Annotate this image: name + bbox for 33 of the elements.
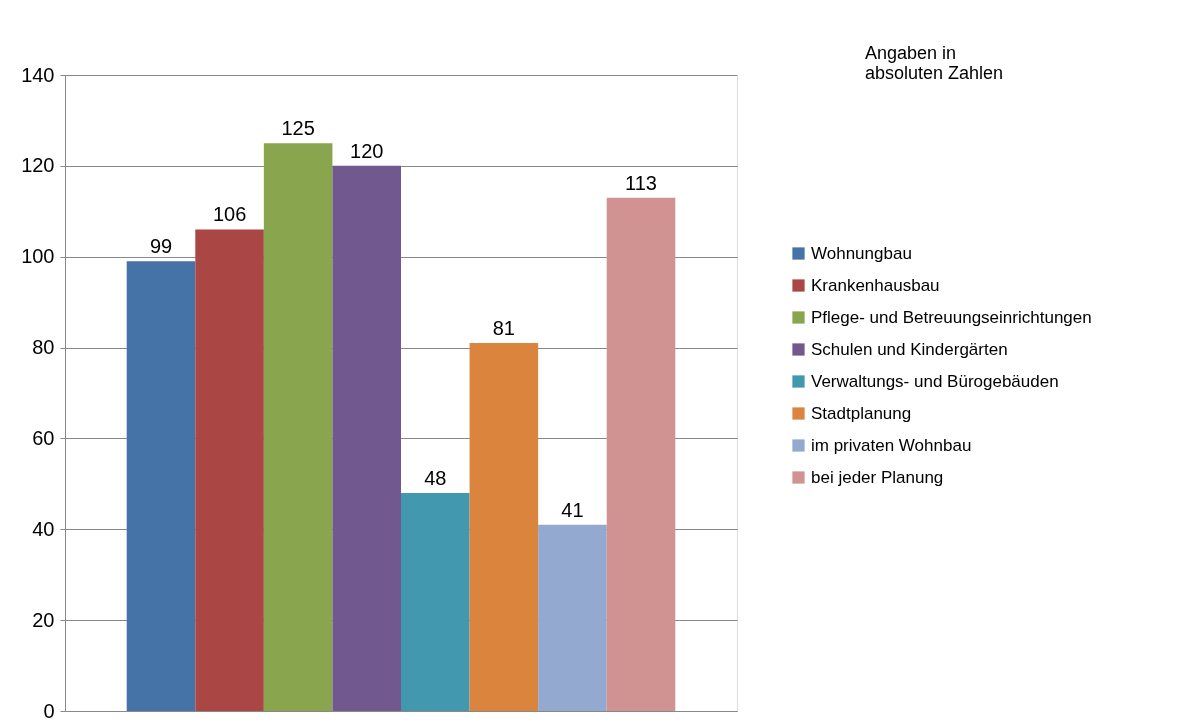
y-tick-label: 40 [32,517,55,540]
legend-label: Krankenhausbau [811,275,940,295]
text: Angaben in absoluten Zahlen [865,43,1004,83]
y-tick-label: 140 [21,63,55,86]
y-tick-label: 0 [43,699,55,722]
data-label: 99 [149,235,173,258]
legend-label: im privaten Wohnbau [811,435,972,455]
y-tick-label: 100 [21,245,55,268]
legend-label: Stadtplanung [811,403,912,423]
data-label: 125 [281,117,315,140]
data-label: 81 [492,317,515,340]
bar [263,143,333,711]
bar [126,261,196,711]
legend-label: bei jeder Planung [811,467,944,487]
y-tick-label: 80 [32,336,55,359]
y-tick-label: 20 [32,608,55,631]
legend-label: Wohnungbau [811,243,912,263]
data-label: 41 [561,498,584,521]
y-tick-label: 60 [32,426,55,449]
y-tick-label: 120 [21,154,55,177]
legend-label: Verwaltungs- und Bürogebäuden [811,371,1059,391]
bar [606,197,676,711]
data-label: 120 [350,139,384,162]
bar [469,343,539,711]
legend-label: Schulen und Kindergärten [811,339,1008,359]
data-label: 113 [625,171,657,194]
bar [332,165,401,711]
bar [195,229,264,711]
data-label: 48 [424,466,447,489]
bar [401,492,470,711]
data-label: 106 [212,203,247,226]
legend-label: Pflege- und Betreuungseinrichtungen [811,307,1092,327]
bar [538,524,607,711]
